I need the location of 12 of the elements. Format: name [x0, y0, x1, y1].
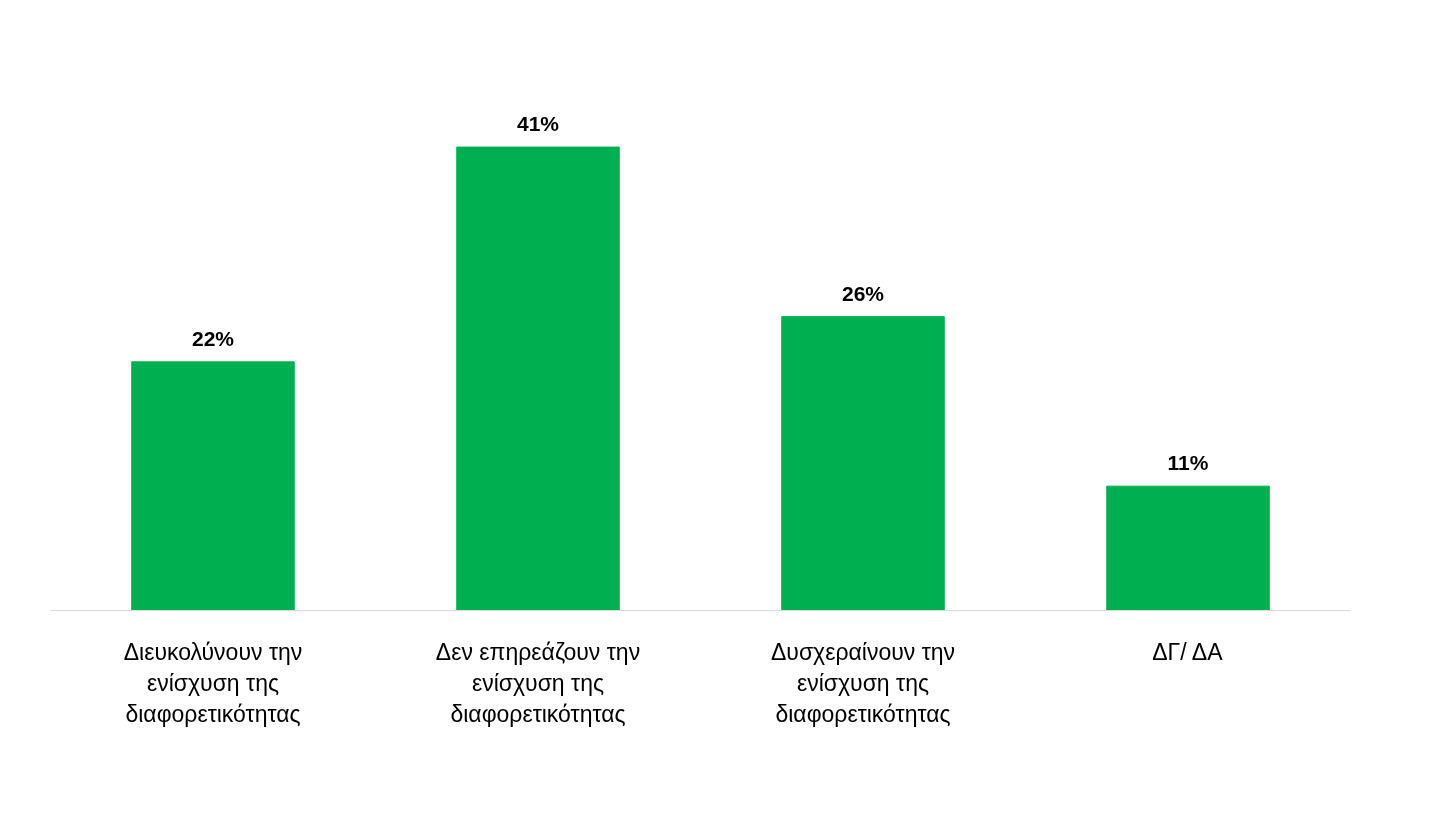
x-tick-label: Διευκολύνουν την ενίσχυση της διαφορετικότητας — [123, 638, 303, 727]
bar — [1106, 485, 1270, 611]
bar — [781, 316, 945, 611]
x-tick-label: ΔΓ/ ΔΑ — [1152, 638, 1224, 665]
data-label: 11% — [1167, 451, 1209, 475]
x-tick-label: Δυσχεραίνουν την ενίσχυση της διαφορετικότητας — [770, 638, 956, 727]
data-label: 41% — [516, 112, 560, 136]
x-tick-label: Δεν επηρεάζουν την ενίσχυση της διαφορετικότητας — [435, 638, 641, 727]
data-label: 26% — [841, 281, 885, 305]
bar — [131, 361, 295, 611]
data-label: 22% — [191, 326, 235, 350]
bar — [456, 146, 620, 611]
